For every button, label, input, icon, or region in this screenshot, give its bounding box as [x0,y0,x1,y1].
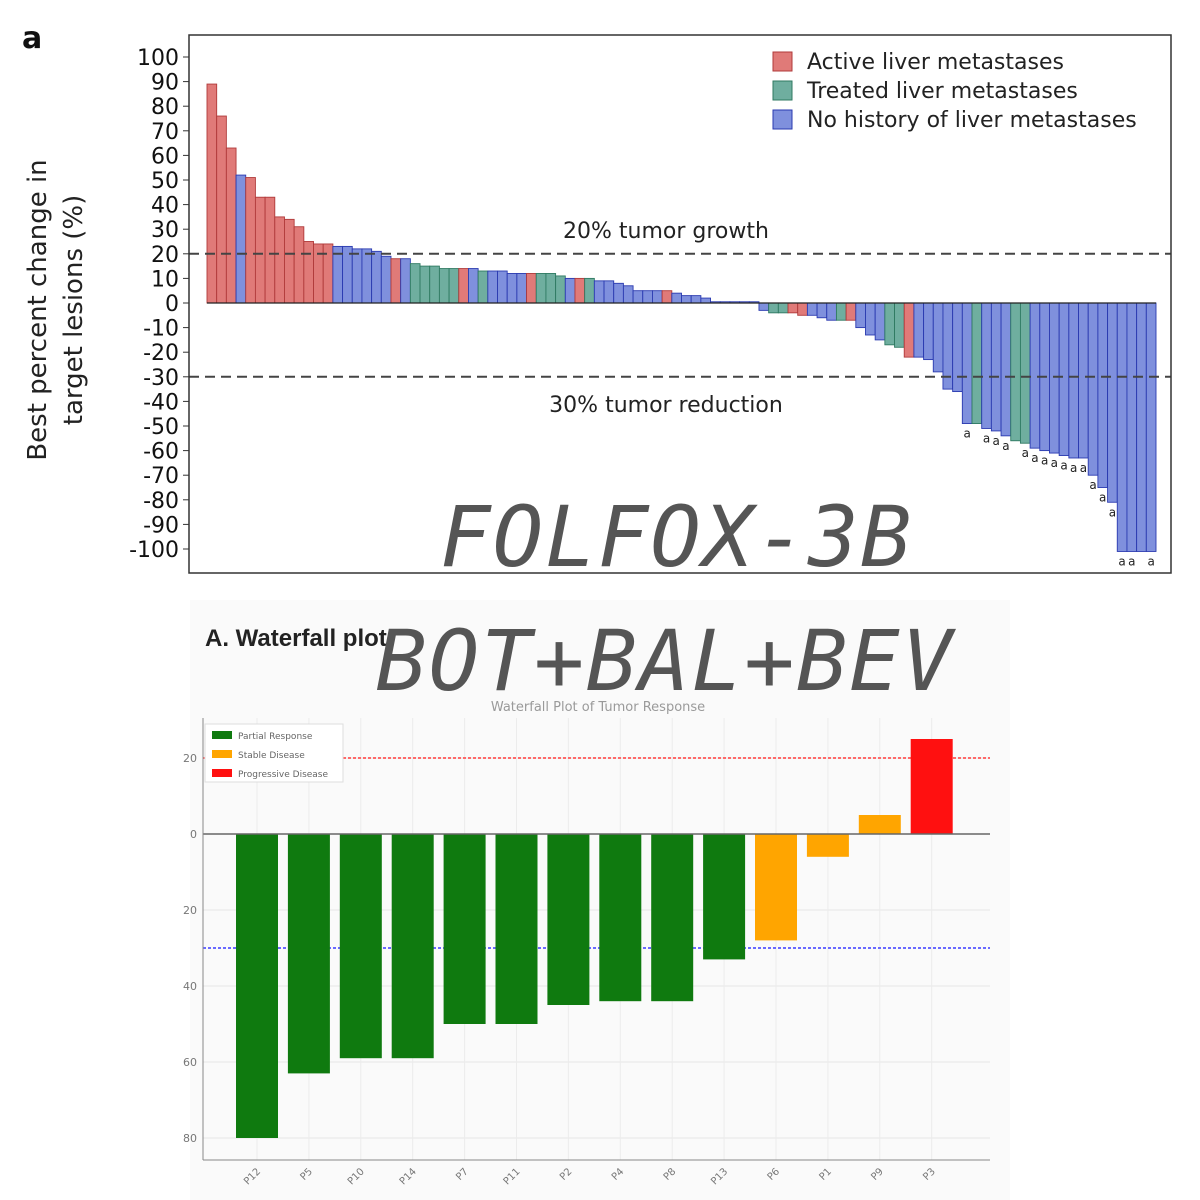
bar [806,834,849,857]
y-tick-label: -100 [129,538,179,563]
y-tick-label: -50 [143,415,179,440]
bar-annotation: a [1128,554,1135,568]
y-tick-label: 60 [183,1056,197,1069]
bar-annotation: a [1147,554,1154,568]
bar [443,834,486,1024]
bar-annotation: a [1051,456,1058,470]
bar [495,834,538,1024]
y-tick-label: 30 [151,218,179,243]
bar-annotation: a [1041,454,1048,468]
bar-annotation: a [983,431,990,445]
bar [755,834,797,941]
legend-label: No history of liver metastases [807,108,1137,133]
bar-annotation: a [1060,459,1067,473]
bar [703,834,746,960]
bar [858,815,901,834]
overlay-label-bot-bal-bev: BOT+BAL+BEV [376,612,955,710]
bar [599,834,642,1002]
bar [287,834,330,1074]
legend-label: Stable Disease [238,751,305,761]
bar-annotation: a [963,427,970,441]
chart-title: Waterfall Plot of Tumor Response [491,700,705,715]
overlay-label-folfox: FOLFOX-3B [440,488,914,586]
panel-label: a [22,21,42,56]
y-tick-label: 90 [151,71,179,96]
bar-annotation: a [1118,554,1125,568]
y-axis-label-line-2: target lesions (%) [59,195,89,426]
y-tick-label: -90 [143,513,179,538]
bar-annotation: a [1089,478,1096,492]
y-tick-label: 20 [151,243,179,268]
bar [236,834,278,1138]
y-tick-label: -40 [143,390,179,415]
y-tick-label: 0 [190,828,197,841]
y-tick-label: -70 [143,464,179,489]
y-tick-label: -30 [143,366,179,391]
y-tick-label: -10 [143,317,179,342]
plot-frame [188,34,1172,574]
y-tick-label: 80 [183,1132,197,1145]
y-tick-label: 70 [151,120,179,145]
legend-label: Progressive Disease [238,770,328,780]
y-axis-label-line-1: Best percent change in [23,159,53,460]
bar-annotation: a [1109,505,1116,519]
bar [391,834,434,1059]
bar-annotation: a [1022,446,1029,460]
y-tick-label: 50 [151,169,179,194]
y-tick-label: 10 [151,267,179,292]
y-tick-label: 20 [183,752,197,765]
reference-line-label: 20% tumor growth [563,219,769,244]
legend-swatch [772,51,793,72]
bar-annotation: a [1031,451,1038,465]
panel-title: A. Waterfall plot [205,625,387,652]
legend-swatch [212,769,232,777]
top-waterfall-chart: a Best percent change in target lesions … [22,21,1172,574]
bar [651,834,694,1002]
y-tick-label: -60 [143,440,179,465]
legend-swatch [772,109,793,130]
legend-label: Treated liver metastases [806,79,1078,104]
reference-line-label: 30% tumor reduction [549,393,783,418]
legend-swatch [772,80,793,101]
y-tick-label: 60 [151,144,179,169]
legend-swatch [212,750,232,758]
bar-annotation: a [993,434,1000,448]
y-tick-label: -80 [143,489,179,514]
y-tick-label: 20 [183,904,197,917]
legend-swatch [212,731,232,739]
bar [910,739,953,834]
legend-label: Partial Response [238,732,313,742]
y-tick-label: 100 [137,46,179,71]
bar [339,834,382,1059]
y-axis-label: Best percent change in target lesions (%… [23,159,89,460]
bar [547,834,590,1005]
y-tick-label: 80 [151,95,179,120]
y-tick-label: 40 [151,194,179,219]
bar-annotation: a [1002,439,1009,453]
bar-annotation: a [1099,491,1106,505]
bar-annotation: a [1080,461,1087,475]
bar-annotation: a [1070,461,1077,475]
y-tick-label: -20 [143,341,179,366]
legend-label: Active liver metastases [807,50,1064,75]
y-tick-label: 40 [183,980,197,993]
y-tick-label: 0 [165,292,179,317]
